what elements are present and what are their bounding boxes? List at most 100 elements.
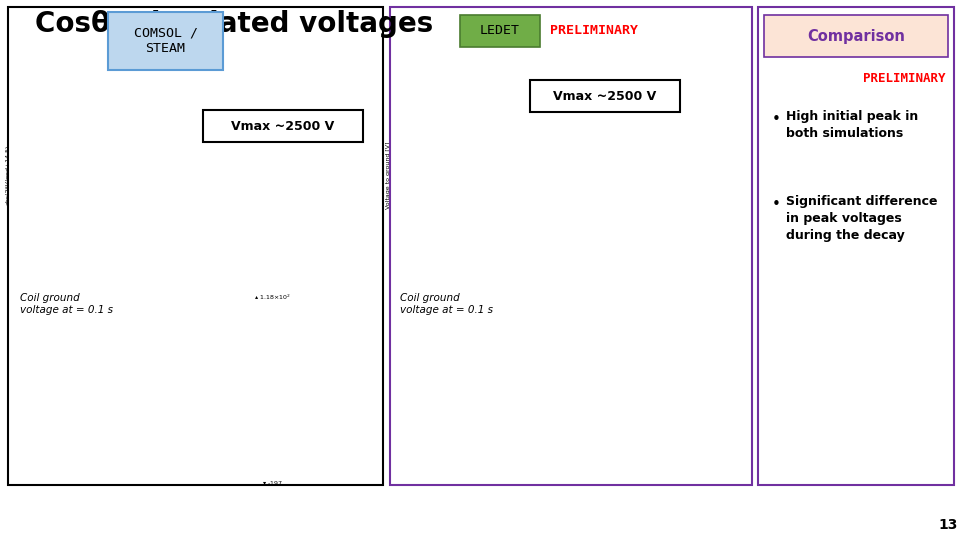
Text: $\blacktriangledown$ -197: $\blacktriangledown$ -197	[261, 479, 282, 487]
Bar	[108, 12, 223, 70]
Bar	[87, 439, 96, 453]
Bar	[537, 377, 556, 399]
Bar	[107, 361, 120, 372]
Bar	[168, 342, 182, 354]
Bar	[529, 414, 546, 436]
Bar	[172, 423, 181, 437]
Bar	[93, 368, 106, 381]
Bar	[115, 428, 125, 440]
Bar	[124, 375, 135, 384]
Text: $\blacktriangle$ 1.18×10$^2$: $\blacktriangle$ 1.18×10$^2$	[253, 293, 290, 302]
Bar	[106, 447, 113, 458]
Bar	[468, 360, 490, 383]
Bar	[182, 350, 197, 364]
Bar	[185, 375, 198, 390]
Bar	[195, 362, 208, 378]
Bar	[489, 348, 509, 367]
Bar	[496, 379, 515, 397]
Bar	[460, 15, 540, 47]
Bar	[555, 402, 572, 427]
Bar	[547, 387, 566, 411]
Text: Cosθ: Simulated voltages: Cosθ: Simulated voltages	[35, 10, 433, 38]
Text: •: •	[772, 112, 780, 127]
Bar	[121, 356, 133, 365]
Bar	[70, 431, 79, 446]
Bar	[511, 343, 529, 357]
Bar	[469, 402, 488, 426]
Bar	[175, 390, 187, 404]
Bar	[112, 379, 124, 389]
Bar	[127, 397, 137, 405]
Bar	[175, 366, 188, 379]
Bar	[491, 427, 507, 448]
Bar	[182, 401, 193, 415]
Bar	[482, 388, 501, 409]
Bar	[118, 339, 132, 348]
Bar	[101, 385, 113, 397]
Bar	[764, 15, 948, 57]
Text: COMSOL /
STEAM: COMSOL / STEAM	[133, 27, 198, 55]
Bar	[214, 395, 225, 412]
Text: 13: 13	[939, 518, 958, 532]
Bar	[118, 400, 129, 409]
Bar	[110, 404, 121, 416]
Bar	[58, 381, 71, 397]
Bar	[390, 7, 752, 485]
Text: PRELIMINARY: PRELIMINARY	[863, 72, 946, 85]
Bar	[91, 394, 103, 407]
Bar	[83, 405, 93, 419]
Bar	[437, 404, 455, 431]
Bar	[205, 377, 218, 394]
Bar	[70, 393, 82, 408]
Bar	[71, 366, 84, 381]
Bar	[55, 425, 64, 441]
Bar	[85, 353, 100, 367]
Bar	[40, 419, 50, 436]
Bar	[203, 110, 363, 142]
Bar	[525, 374, 543, 391]
Bar	[81, 379, 93, 393]
Bar	[548, 348, 569, 371]
Bar	[156, 434, 165, 446]
Bar	[144, 418, 154, 428]
Bar	[530, 342, 551, 360]
Bar	[202, 403, 211, 420]
Bar	[150, 355, 162, 365]
Text: Comparison: Comparison	[807, 29, 905, 44]
Bar	[188, 413, 198, 428]
Bar	[758, 7, 954, 485]
Bar	[8, 7, 383, 485]
Text: Vmax ~2500 V: Vmax ~2500 V	[553, 90, 657, 103]
Bar	[505, 413, 520, 430]
Bar	[530, 80, 680, 112]
Text: Vmax ~2500 V: Vmax ~2500 V	[231, 119, 335, 132]
Bar	[48, 399, 60, 416]
Text: LEDET: LEDET	[480, 24, 520, 37]
Bar	[125, 421, 134, 430]
Y-axis label: Voltage to ground [V]: Voltage to ground [V]	[386, 141, 391, 209]
Bar	[143, 396, 154, 404]
X-axis label: Time (s): Time (s)	[190, 307, 221, 316]
Bar	[163, 407, 174, 420]
Bar	[146, 374, 158, 383]
Bar	[152, 338, 166, 348]
Bar	[102, 345, 115, 355]
Bar	[167, 382, 179, 395]
Bar	[485, 438, 501, 460]
Bar	[576, 384, 594, 411]
Bar	[135, 396, 145, 403]
Bar	[195, 388, 206, 404]
Text: PRELIMINARY: PRELIMINARY	[550, 24, 638, 37]
Bar	[75, 417, 85, 432]
Bar	[156, 376, 169, 388]
Bar	[162, 359, 176, 370]
Bar	[130, 419, 139, 427]
Bar	[151, 423, 161, 435]
Bar	[97, 419, 107, 432]
Bar	[135, 374, 147, 381]
Bar	[532, 423, 548, 444]
Bar	[135, 418, 144, 425]
Bar	[157, 401, 168, 413]
Bar	[135, 355, 148, 362]
Bar	[154, 428, 163, 440]
